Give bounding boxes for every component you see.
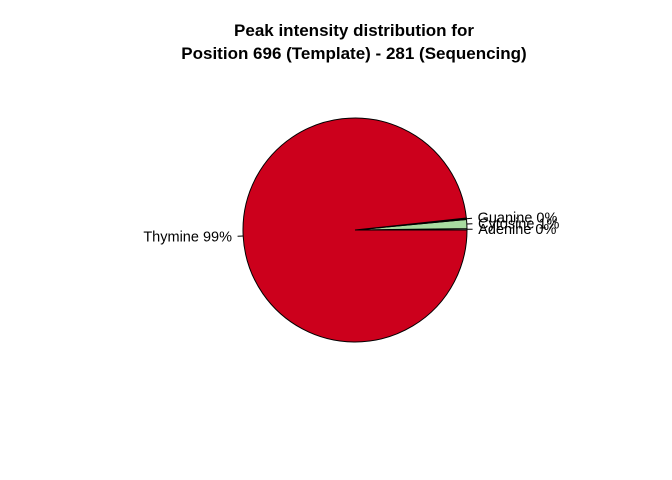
leader-line-guanine (466, 217, 473, 220)
slice-label-adenine: Adenine 0% (478, 222, 556, 238)
slice-label-guanine: Guanine 0% (478, 211, 558, 227)
label-leaders (237, 217, 473, 237)
chart-title: Peak intensity distribution for (234, 21, 474, 40)
pie-slice-thymine (242, 117, 468, 343)
slice-labels: Adenine 0%Cytosine 1%Guanine 0% Thymine 9… (143, 211, 559, 246)
slice-label-cytosine: Cytosine 1% (478, 216, 560, 232)
pie-slices (242, 117, 468, 343)
slice-label-thymine: Thymine 99% (143, 230, 232, 246)
chart-subtitle: Position 696 (Template) - 281 (Sequencin… (181, 44, 526, 63)
